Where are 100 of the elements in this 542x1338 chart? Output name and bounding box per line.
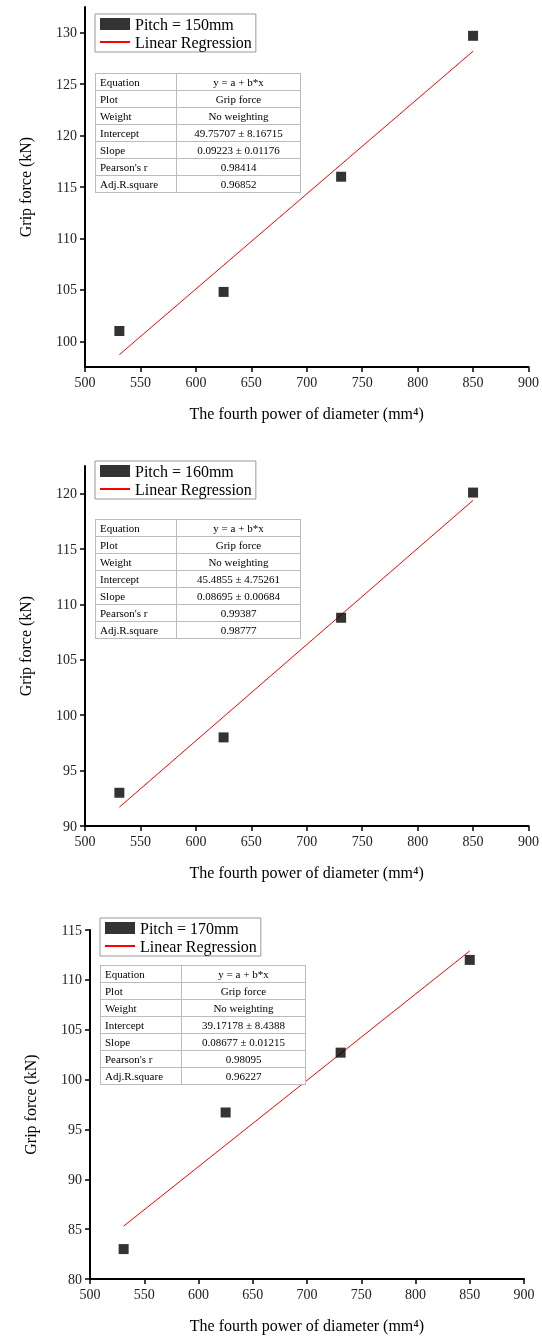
annotation: Pearson's r: [95, 604, 177, 622]
annotation: 0.09223 ± 0.01176: [176, 141, 301, 159]
point: [118, 1244, 129, 1255]
x-tick-label: 850: [462, 833, 484, 849]
x-tick-label: 900: [518, 374, 539, 390]
x-tick-label: 750: [351, 374, 373, 390]
annotation: Pearson's r: [95, 158, 177, 176]
y-tick-label: 105: [56, 652, 77, 668]
annotation: Equation: [95, 519, 177, 537]
annotation: 0.08677 ± 0.01215: [181, 1033, 306, 1051]
y-axis-title: Grip force (kN): [21, 1054, 40, 1155]
y-axis-title: Grip force (kN): [16, 136, 35, 238]
y-tick-label: 120: [56, 128, 77, 144]
x-tick-label: 550: [129, 374, 151, 390]
legend-label: Pitch = 170mm: [140, 919, 240, 937]
annotation: Adj.R.square: [100, 1067, 182, 1085]
y-tick-label: 100: [56, 707, 77, 723]
x-tick-label: 500: [74, 374, 96, 390]
x-tick-label: 650: [240, 374, 262, 390]
x-tick-label: 700: [296, 374, 318, 390]
annotation: 39.17178 ± 8.4388: [181, 1016, 306, 1034]
point: [468, 487, 479, 498]
point: [468, 30, 479, 41]
annotation: y = a + b*x: [176, 519, 301, 537]
x-tick-label: 650: [242, 1286, 264, 1302]
y-tick-label: 125: [56, 76, 77, 92]
y-tick-label: 115: [56, 541, 77, 557]
y-tick-label: 115: [61, 922, 82, 938]
y-tick-label: 120: [56, 486, 77, 502]
x-tick-label: 800: [407, 374, 429, 390]
annotation: 0.98777: [176, 621, 301, 639]
annotation: Plot: [95, 536, 177, 554]
x-tick-label: 500: [74, 833, 96, 849]
y-tick-label: 115: [56, 179, 77, 195]
annotation: 0.08695 ± 0.00684: [176, 587, 301, 605]
annotation: Plot: [100, 982, 182, 1000]
x-tick-label: 650: [240, 833, 262, 849]
y-tick-label: 85: [68, 1221, 82, 1237]
annotation: Weight: [100, 999, 182, 1017]
annotation: Slope: [95, 141, 177, 159]
x-tick-label: 600: [185, 833, 207, 849]
y-tick-label: 90: [63, 818, 77, 834]
annotation: 45.4855 ± 4.75261: [176, 570, 301, 588]
y-tick-label: 105: [56, 282, 77, 298]
annotation: Plot: [95, 90, 177, 108]
x-tick-label: 700: [296, 1286, 318, 1302]
y-tick-label: 95: [68, 1121, 82, 1137]
y-tick-label: 110: [56, 596, 77, 612]
annotation: Grip force: [181, 982, 306, 1000]
point: [114, 787, 125, 798]
x-tick-label: 800: [407, 833, 429, 849]
legend-label: Pitch = 160mm: [135, 462, 235, 480]
x-tick-label: 600: [188, 1286, 209, 1302]
y-tick-label: 100: [56, 333, 77, 349]
annotation: Grip force: [176, 536, 301, 554]
point: [464, 954, 475, 965]
x-tick-label: 850: [459, 1286, 481, 1302]
x-tick-label: 550: [129, 833, 151, 849]
y-axis-title: Grip force (kN): [16, 595, 35, 697]
annotation: 0.99387: [176, 604, 301, 622]
annotation: 0.98414: [176, 158, 301, 176]
y-tick-label: 110: [61, 972, 82, 988]
annotation: Weight: [95, 553, 177, 571]
annotation: y = a + b*x: [176, 73, 301, 91]
x-tick-label: 550: [133, 1286, 155, 1302]
annotation: Intercept: [95, 570, 177, 588]
legend-label: Linear Regression: [135, 33, 252, 52]
annotation: Adj.R.square: [95, 621, 177, 639]
point: [114, 326, 125, 336]
x-tick-label: 600: [185, 374, 207, 390]
annotation: 0.98095: [181, 1050, 306, 1068]
y-tick-label: 80: [68, 1271, 82, 1287]
y-tick-label: 130: [56, 25, 77, 41]
annotation: Grip force: [176, 90, 301, 108]
legend-label: Linear Regression: [140, 937, 257, 956]
x-axis-title: The fourth power of diameter (mm⁴): [189, 404, 424, 423]
y-tick-label: 100: [61, 1072, 82, 1088]
annotation: No weighting: [181, 999, 306, 1017]
annotation: 49.75707 ± 8.16715: [176, 124, 301, 142]
point: [218, 286, 229, 297]
y-tick-label: 110: [56, 230, 77, 246]
annotation: Pearson's r: [100, 1050, 182, 1068]
annotation: No weighting: [176, 107, 301, 125]
x-tick-label: 500: [79, 1286, 101, 1302]
y-tick-label: 95: [63, 763, 77, 779]
legend-label: Pitch = 150mm: [135, 15, 235, 33]
x-tick-label: 700: [296, 833, 318, 849]
point: [220, 1107, 231, 1118]
annotation: No weighting: [176, 553, 301, 571]
x-axis-title: The fourth power of diameter (mm⁴): [189, 863, 424, 882]
x-tick-label: 750: [350, 1286, 372, 1302]
y-tick-label: 90: [68, 1171, 82, 1187]
annotation: Intercept: [100, 1016, 182, 1034]
x-tick-label: 850: [462, 374, 484, 390]
annotation: Intercept: [95, 124, 177, 142]
annotation: Adj.R.square: [95, 175, 177, 193]
annotation: Slope: [100, 1033, 182, 1051]
annotation: Slope: [95, 587, 177, 605]
point: [218, 732, 229, 743]
point: [336, 171, 347, 182]
